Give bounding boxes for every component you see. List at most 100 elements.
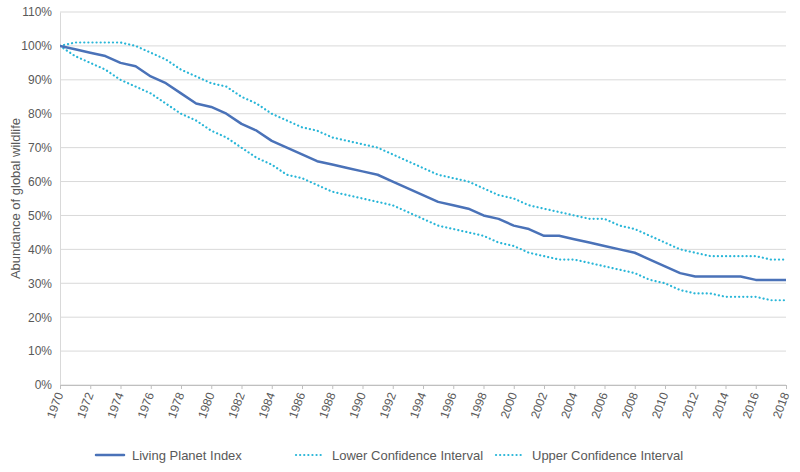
x-tick-mark [695, 385, 696, 389]
page: {"chart_data": { "type": "line", "y_labe… [0, 0, 800, 472]
y-tick-label: 80% [28, 107, 52, 121]
x-tick-mark [332, 385, 333, 389]
x-tick: 2000 [498, 385, 520, 420]
y-tick: 20% [28, 311, 60, 325]
x-tick: 1976 [135, 385, 157, 420]
grid-line [60, 283, 786, 284]
legend-item: Living Planet Index [96, 448, 242, 463]
x-tick-mark [90, 385, 91, 389]
x-tick-label: 2018 [770, 390, 792, 420]
y-tick: 70% [28, 141, 60, 155]
x-tick-label: 1980 [195, 390, 217, 420]
x-tick-mark [665, 385, 666, 389]
legend-swatch [296, 454, 324, 456]
x-tick-label: 2016 [740, 390, 762, 420]
y-tick: 60% [28, 175, 60, 189]
x-tick: 1996 [437, 385, 459, 420]
y-tick: 40% [28, 243, 60, 257]
y-axis-line [60, 13, 61, 386]
grid-line [60, 113, 786, 114]
y-tick-label: 60% [28, 175, 52, 189]
x-tick-mark [544, 385, 545, 389]
x-tick-label: 1996 [437, 390, 459, 420]
x-tick-mark [151, 385, 152, 389]
x-tick: 1994 [407, 385, 429, 420]
x-tick-mark [574, 385, 575, 389]
y-tick-label: 70% [28, 141, 52, 155]
grid-line [60, 45, 786, 46]
x-tick-mark [121, 385, 122, 389]
x-tick: 1980 [195, 385, 217, 420]
x-tick-label: 1982 [225, 390, 247, 420]
y-tick-label: 30% [28, 277, 52, 291]
x-tick-label: 1986 [286, 390, 308, 420]
y-tick-label: 110% [22, 5, 52, 19]
x-tick-mark [363, 385, 364, 389]
x-tick-mark [272, 385, 273, 389]
x-tick: 1972 [74, 385, 96, 420]
x-tick: 2010 [649, 385, 671, 420]
x-tick: 2002 [528, 385, 550, 420]
x-tick: 2016 [740, 385, 762, 420]
chart: 0% 10% 20% 30% 40% 50% 60% 70% 80% 90% 100% 110% 197… [0, 0, 800, 472]
x-tick: 2012 [679, 385, 701, 420]
y-tick-label: 90% [28, 73, 52, 87]
legend-label: Upper Confidence Interval [532, 448, 683, 463]
x-tick: 1982 [225, 385, 247, 420]
x-axis: 1970197219741976197819801982198419861988… [44, 385, 792, 420]
y-tick: 0% [35, 378, 60, 392]
x-tick: 1970 [44, 385, 66, 420]
x-tick-mark [242, 385, 243, 389]
legend-item: Upper Confidence Interval [496, 448, 683, 463]
x-tick-label: 1992 [377, 390, 399, 420]
x-tick-label: 1990 [346, 390, 368, 420]
x-tick-label: 1970 [44, 390, 66, 420]
x-tick-label: 1984 [256, 390, 278, 420]
grid-line [60, 12, 786, 13]
x-tick-mark [423, 385, 424, 389]
y-tick-label: 50% [28, 209, 52, 223]
x-tick: 1984 [256, 385, 278, 420]
x-tick: 1974 [104, 385, 126, 420]
y-axis-title: Abundance of global wildlife [8, 118, 23, 279]
x-tick: 2008 [619, 385, 641, 420]
legend-swatch [96, 454, 124, 457]
x-tick-label: 2014 [709, 390, 731, 420]
x-tick-mark [786, 385, 787, 389]
y-tick: 10% [28, 344, 60, 358]
x-tick: 2006 [588, 385, 610, 420]
legend-label: Living Planet Index [132, 448, 242, 463]
y-tick: 100% [21, 39, 60, 53]
y-tick-label: 0% [35, 378, 53, 392]
y-tick-label: 40% [28, 243, 52, 257]
x-tick-mark [393, 385, 394, 389]
x-tick-label: 2010 [649, 390, 671, 420]
x-tick: 1988 [316, 385, 338, 420]
x-axis-line [61, 386, 787, 390]
series-line [60, 46, 786, 300]
x-tick-label: 1994 [407, 390, 429, 420]
y-tick: 30% [28, 277, 60, 291]
x-tick-mark [756, 385, 757, 389]
y-tick-label: 10% [28, 344, 52, 358]
y-tick: 90% [28, 73, 60, 87]
grid-line [60, 181, 786, 182]
x-tick-mark [211, 385, 212, 389]
grid-line [60, 215, 786, 216]
x-tick: 1986 [286, 385, 308, 420]
grid [60, 12, 786, 385]
x-tick: 1992 [377, 385, 399, 420]
x-tick-mark [302, 385, 303, 389]
x-tick-mark [726, 385, 727, 389]
legend-item: Lower Confidence Interval [296, 448, 483, 463]
legend-swatch [496, 454, 524, 456]
x-tick-label: 1974 [104, 390, 126, 420]
x-tick-label: 2006 [588, 390, 610, 420]
y-tick: 80% [28, 107, 60, 121]
x-tick: 2018 [770, 385, 792, 420]
x-tick-mark [514, 385, 515, 389]
x-tick-mark [484, 385, 485, 389]
y-tick-label: 20% [28, 311, 52, 325]
y-tick-label: 100% [21, 39, 52, 53]
x-tick: 1998 [467, 385, 489, 420]
